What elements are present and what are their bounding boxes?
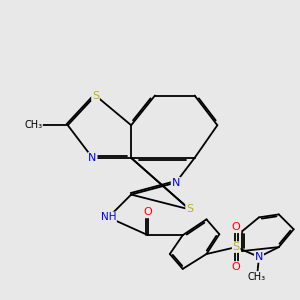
Text: O: O [144, 207, 152, 218]
Text: N: N [172, 178, 180, 188]
Text: S: S [186, 204, 193, 214]
Text: O: O [232, 262, 241, 272]
Text: O: O [232, 222, 241, 232]
Text: NH: NH [100, 212, 116, 222]
Text: CH₃: CH₃ [248, 272, 266, 282]
Text: S: S [92, 91, 99, 100]
Text: S: S [232, 242, 240, 252]
Text: N: N [255, 252, 263, 262]
Text: CH₃: CH₃ [24, 120, 42, 130]
Text: N: N [88, 153, 97, 163]
